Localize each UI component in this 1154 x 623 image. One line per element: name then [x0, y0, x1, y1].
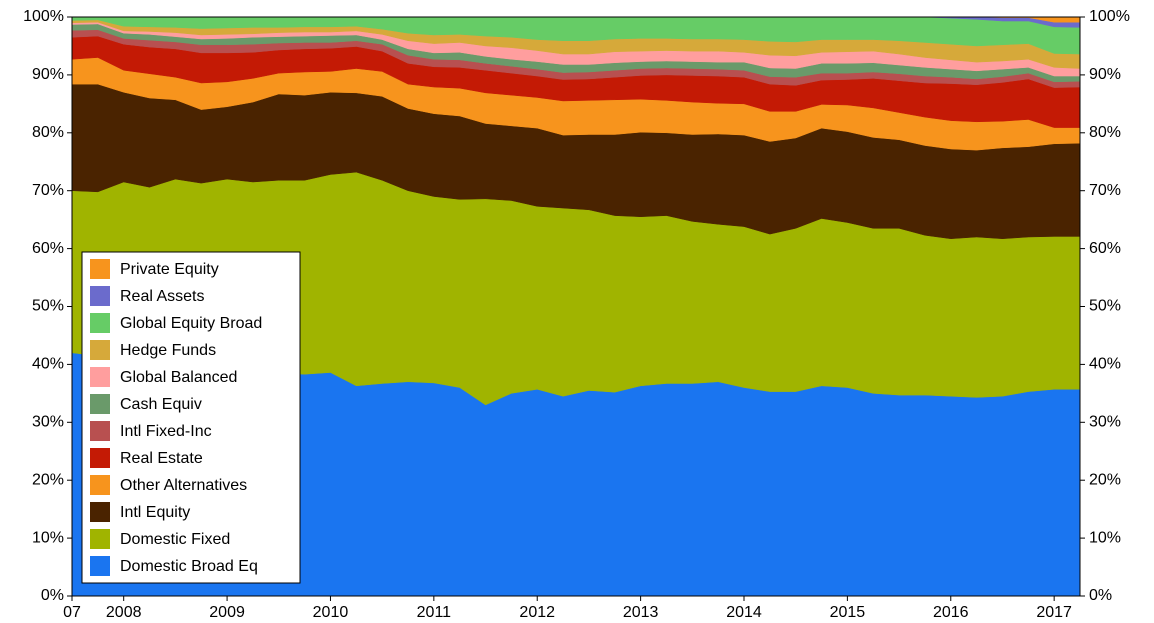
- x-tick-label: 2012: [519, 604, 555, 621]
- y2-tick-label: 20%: [1089, 471, 1121, 488]
- y2-tick-label: 10%: [1089, 529, 1121, 546]
- y-tick-label: 40%: [32, 356, 64, 373]
- legend-label: Cash Equiv: [120, 396, 202, 413]
- y-tick-label: 100%: [23, 8, 64, 25]
- legend-swatch: [90, 475, 110, 495]
- x-tick-label: 2015: [830, 604, 866, 621]
- y-tick-label: 0%: [41, 587, 64, 604]
- legend-box: [81, 251, 301, 584]
- legend-label: Intl Equity: [120, 504, 190, 521]
- legend-swatch: [90, 367, 110, 387]
- y-tick-label: 70%: [32, 182, 64, 199]
- legend-swatch: [90, 448, 110, 468]
- x-tick-label: 2014: [726, 604, 762, 621]
- x-tick-label: 2016: [933, 604, 969, 621]
- y2-tick-label: 30%: [1089, 414, 1121, 431]
- legend-label: Global Equity Broad: [120, 315, 262, 332]
- y2-tick-label: 0%: [1089, 587, 1112, 604]
- legend-label: Intl Fixed-Inc: [120, 423, 212, 440]
- legend-swatch: [90, 556, 110, 576]
- axes: 0% 0% 10% 10% 20% 20% 30% 30% 40% 40% 50% 50% 60% 60%…: [23, 8, 1130, 621]
- legend-swatch: [90, 259, 110, 279]
- x-tick-label: 2011: [417, 604, 452, 621]
- y2-tick-label: 50%: [1089, 298, 1121, 315]
- legend-label: Real Assets: [120, 288, 204, 305]
- legend-label: Private Equity: [120, 261, 219, 278]
- x-tick-label: 07: [63, 604, 81, 621]
- y2-tick-label: 80%: [1089, 124, 1121, 141]
- y2-tick-label: 60%: [1089, 240, 1121, 257]
- legend-swatch: [90, 394, 110, 414]
- legend-label: Hedge Funds: [120, 342, 216, 359]
- legend-label: Global Balanced: [120, 369, 237, 386]
- plot-area: [71, 16, 1081, 597]
- y-tick-label: 90%: [32, 66, 64, 83]
- y-tick-label: 60%: [32, 240, 64, 257]
- y-tick-label: 50%: [32, 298, 64, 315]
- legend-swatch: [90, 529, 110, 549]
- y2-tick-label: 40%: [1089, 356, 1121, 373]
- legend-swatch: [90, 286, 110, 306]
- x-tick-label: 2010: [313, 604, 349, 621]
- y2-tick-label: 100%: [1089, 8, 1130, 25]
- x-tick-label: 2013: [623, 604, 659, 621]
- legend: Private Equity Real Assets Global Equity B…: [81, 251, 301, 584]
- legend-label: Domestic Broad Eq: [120, 558, 258, 575]
- legend-label: Domestic Fixed: [120, 531, 230, 548]
- y-tick-label: 30%: [32, 414, 64, 431]
- legend-label: Other Alternatives: [120, 477, 247, 494]
- legend-swatch: [90, 421, 110, 441]
- legend-swatch: [90, 313, 110, 333]
- y-tick-label: 10%: [32, 529, 64, 546]
- x-tick-label: 2017: [1036, 604, 1072, 621]
- x-tick-label: 2008: [106, 604, 142, 621]
- y-tick-label: 80%: [32, 124, 64, 141]
- y2-tick-label: 70%: [1089, 182, 1121, 199]
- y-tick-label: 20%: [32, 471, 64, 488]
- y2-tick-label: 90%: [1089, 66, 1121, 83]
- x-tick-label: 2009: [209, 604, 245, 621]
- legend-swatch: [90, 502, 110, 522]
- legend-label: Real Estate: [120, 450, 203, 467]
- legend-swatch: [90, 340, 110, 360]
